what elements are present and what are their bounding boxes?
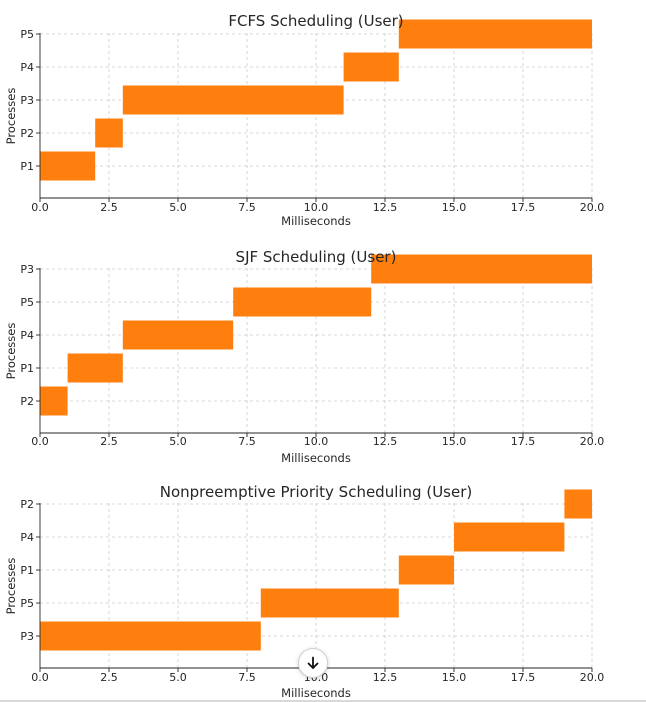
x-tick-label: 0.0: [31, 671, 49, 684]
x-tick-label: 20.0: [580, 435, 605, 448]
y-tick-label-p5: P5: [20, 28, 34, 41]
y-tick-label-p5: P5: [20, 296, 34, 309]
y-axis-label: Processes: [4, 88, 18, 145]
x-tick-label: 5.0: [169, 201, 187, 214]
x-tick-label: 20.0: [580, 201, 605, 214]
bar-p2: [40, 386, 68, 416]
bar-p5: [398, 19, 592, 49]
bar-p5: [233, 287, 372, 317]
y-axis-label: Processes: [4, 558, 18, 615]
bar-p1: [40, 151, 96, 181]
y-tick-label-p2: P2: [20, 498, 34, 511]
y-tick-label-p2: P2: [20, 127, 34, 140]
x-tick-label: 12.5: [373, 671, 398, 684]
y-tick-label-p1: P1: [20, 160, 34, 173]
bar-p3: [371, 254, 592, 284]
chart-1: 0.0 2.5 5.0 7.5 10.0 12.5 15.0 17.5 20.0 P1 P2 P3 P4…: [4, 12, 604, 228]
y-tick-label-p1: P1: [20, 564, 34, 577]
bottom-divider: [0, 700, 646, 702]
x-tick-label: 12.5: [373, 201, 398, 214]
chart-2: 0.0 2.5 5.0 7.5 10.0 12.5 15.0 17.5 20.0 P2 P1 P4 P5…: [4, 248, 604, 465]
x-tick-label: 20.0: [580, 671, 605, 684]
bar-p1: [67, 353, 123, 383]
y-tick-label-p1: P1: [20, 362, 34, 375]
scroll-down-button[interactable]: [298, 648, 328, 678]
y-tick-label-p4: P4: [20, 329, 34, 342]
x-tick-label: 15.0: [442, 671, 467, 684]
x-tick-label: 7.5: [238, 435, 256, 448]
y-tick-label-p4: P4: [20, 61, 34, 74]
x-tick-label: 5.0: [169, 671, 187, 684]
bar-p2: [95, 118, 123, 148]
x-tick-label: 17.5: [511, 671, 536, 684]
bar-p3: [40, 621, 261, 651]
x-tick-label: 2.5: [100, 671, 118, 684]
x-tick-label: 0.0: [31, 201, 49, 214]
y-tick-label-p3: P3: [20, 630, 34, 643]
chart-3: 0.02.55.07.510.012.515.017.520.0P3P5P1P4…: [4, 483, 604, 700]
x-tick-label: 15.0: [442, 201, 467, 214]
arrow-down-icon: [307, 656, 319, 669]
x-tick-label: 17.5: [511, 435, 536, 448]
chart-title: Nonpreemptive Priority Scheduling (User): [160, 483, 473, 501]
x-tick-label: 2.5: [100, 201, 118, 214]
bar-p3: [122, 85, 344, 115]
x-tick-label: 2.5: [100, 435, 118, 448]
chart-title: FCFS Scheduling (User): [228, 12, 403, 30]
y-tick-label-p5: P5: [20, 597, 34, 610]
x-tick-label: 7.5: [238, 201, 256, 214]
x-tick-label: 15.0: [442, 435, 467, 448]
bar-p4: [454, 522, 565, 552]
x-tick-label: 12.5: [373, 435, 398, 448]
x-axis-label: Milliseconds: [281, 451, 351, 465]
y-tick-label-p2: P2: [20, 395, 34, 408]
y-tick-label-p3: P3: [20, 94, 34, 107]
y-tick-label-p4: P4: [20, 531, 34, 544]
y-tick-label-p3: P3: [20, 263, 34, 276]
x-tick-label: 10.0: [304, 201, 329, 214]
x-tick-label: 0.0: [31, 435, 49, 448]
bar-p4: [343, 52, 399, 82]
bar-p5: [260, 588, 399, 618]
x-tick-label: 7.5: [238, 671, 256, 684]
bar-p4: [122, 320, 234, 350]
bar-p1: [398, 555, 454, 585]
bar-p2: [564, 489, 592, 519]
x-axis-label: Milliseconds: [281, 686, 351, 700]
y-axis-label: Processes: [4, 323, 18, 380]
x-tick-label: 17.5: [511, 201, 536, 214]
chart-title: SJF Scheduling (User): [236, 248, 397, 266]
x-tick-label: 5.0: [169, 435, 187, 448]
x-axis-label: Milliseconds: [281, 214, 351, 228]
x-tick-label: 10.0: [304, 435, 329, 448]
